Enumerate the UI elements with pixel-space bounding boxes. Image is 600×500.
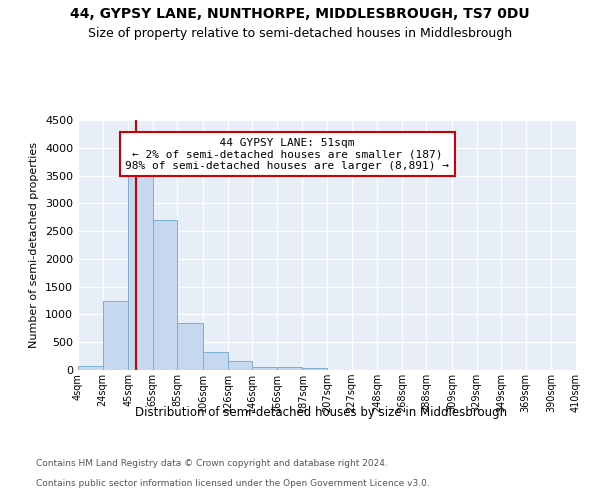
- Bar: [203, 352, 227, 370]
- Text: Size of property relative to semi-detached houses in Middlesbrough: Size of property relative to semi-detach…: [88, 28, 512, 40]
- Text: Contains public sector information licensed under the Open Government Licence v3: Contains public sector information licen…: [36, 478, 430, 488]
- Bar: [252, 366, 277, 370]
- Bar: [277, 367, 302, 370]
- Bar: [103, 300, 128, 370]
- Bar: [78, 366, 103, 370]
- Bar: [302, 368, 327, 370]
- Text: 44 GYPSY LANE: 51sqm  
← 2% of semi-detached houses are smaller (187)
98% of sem: 44 GYPSY LANE: 51sqm ← 2% of semi-detach…: [125, 138, 449, 170]
- Bar: [178, 323, 203, 370]
- Text: Distribution of semi-detached houses by size in Middlesbrough: Distribution of semi-detached houses by …: [135, 406, 507, 419]
- Bar: [128, 170, 153, 370]
- Text: 44, GYPSY LANE, NUNTHORPE, MIDDLESBROUGH, TS7 0DU: 44, GYPSY LANE, NUNTHORPE, MIDDLESBROUGH…: [70, 8, 530, 22]
- Y-axis label: Number of semi-detached properties: Number of semi-detached properties: [29, 142, 40, 348]
- Text: Contains HM Land Registry data © Crown copyright and database right 2024.: Contains HM Land Registry data © Crown c…: [36, 458, 388, 468]
- Bar: [227, 360, 252, 370]
- Bar: [153, 220, 178, 370]
